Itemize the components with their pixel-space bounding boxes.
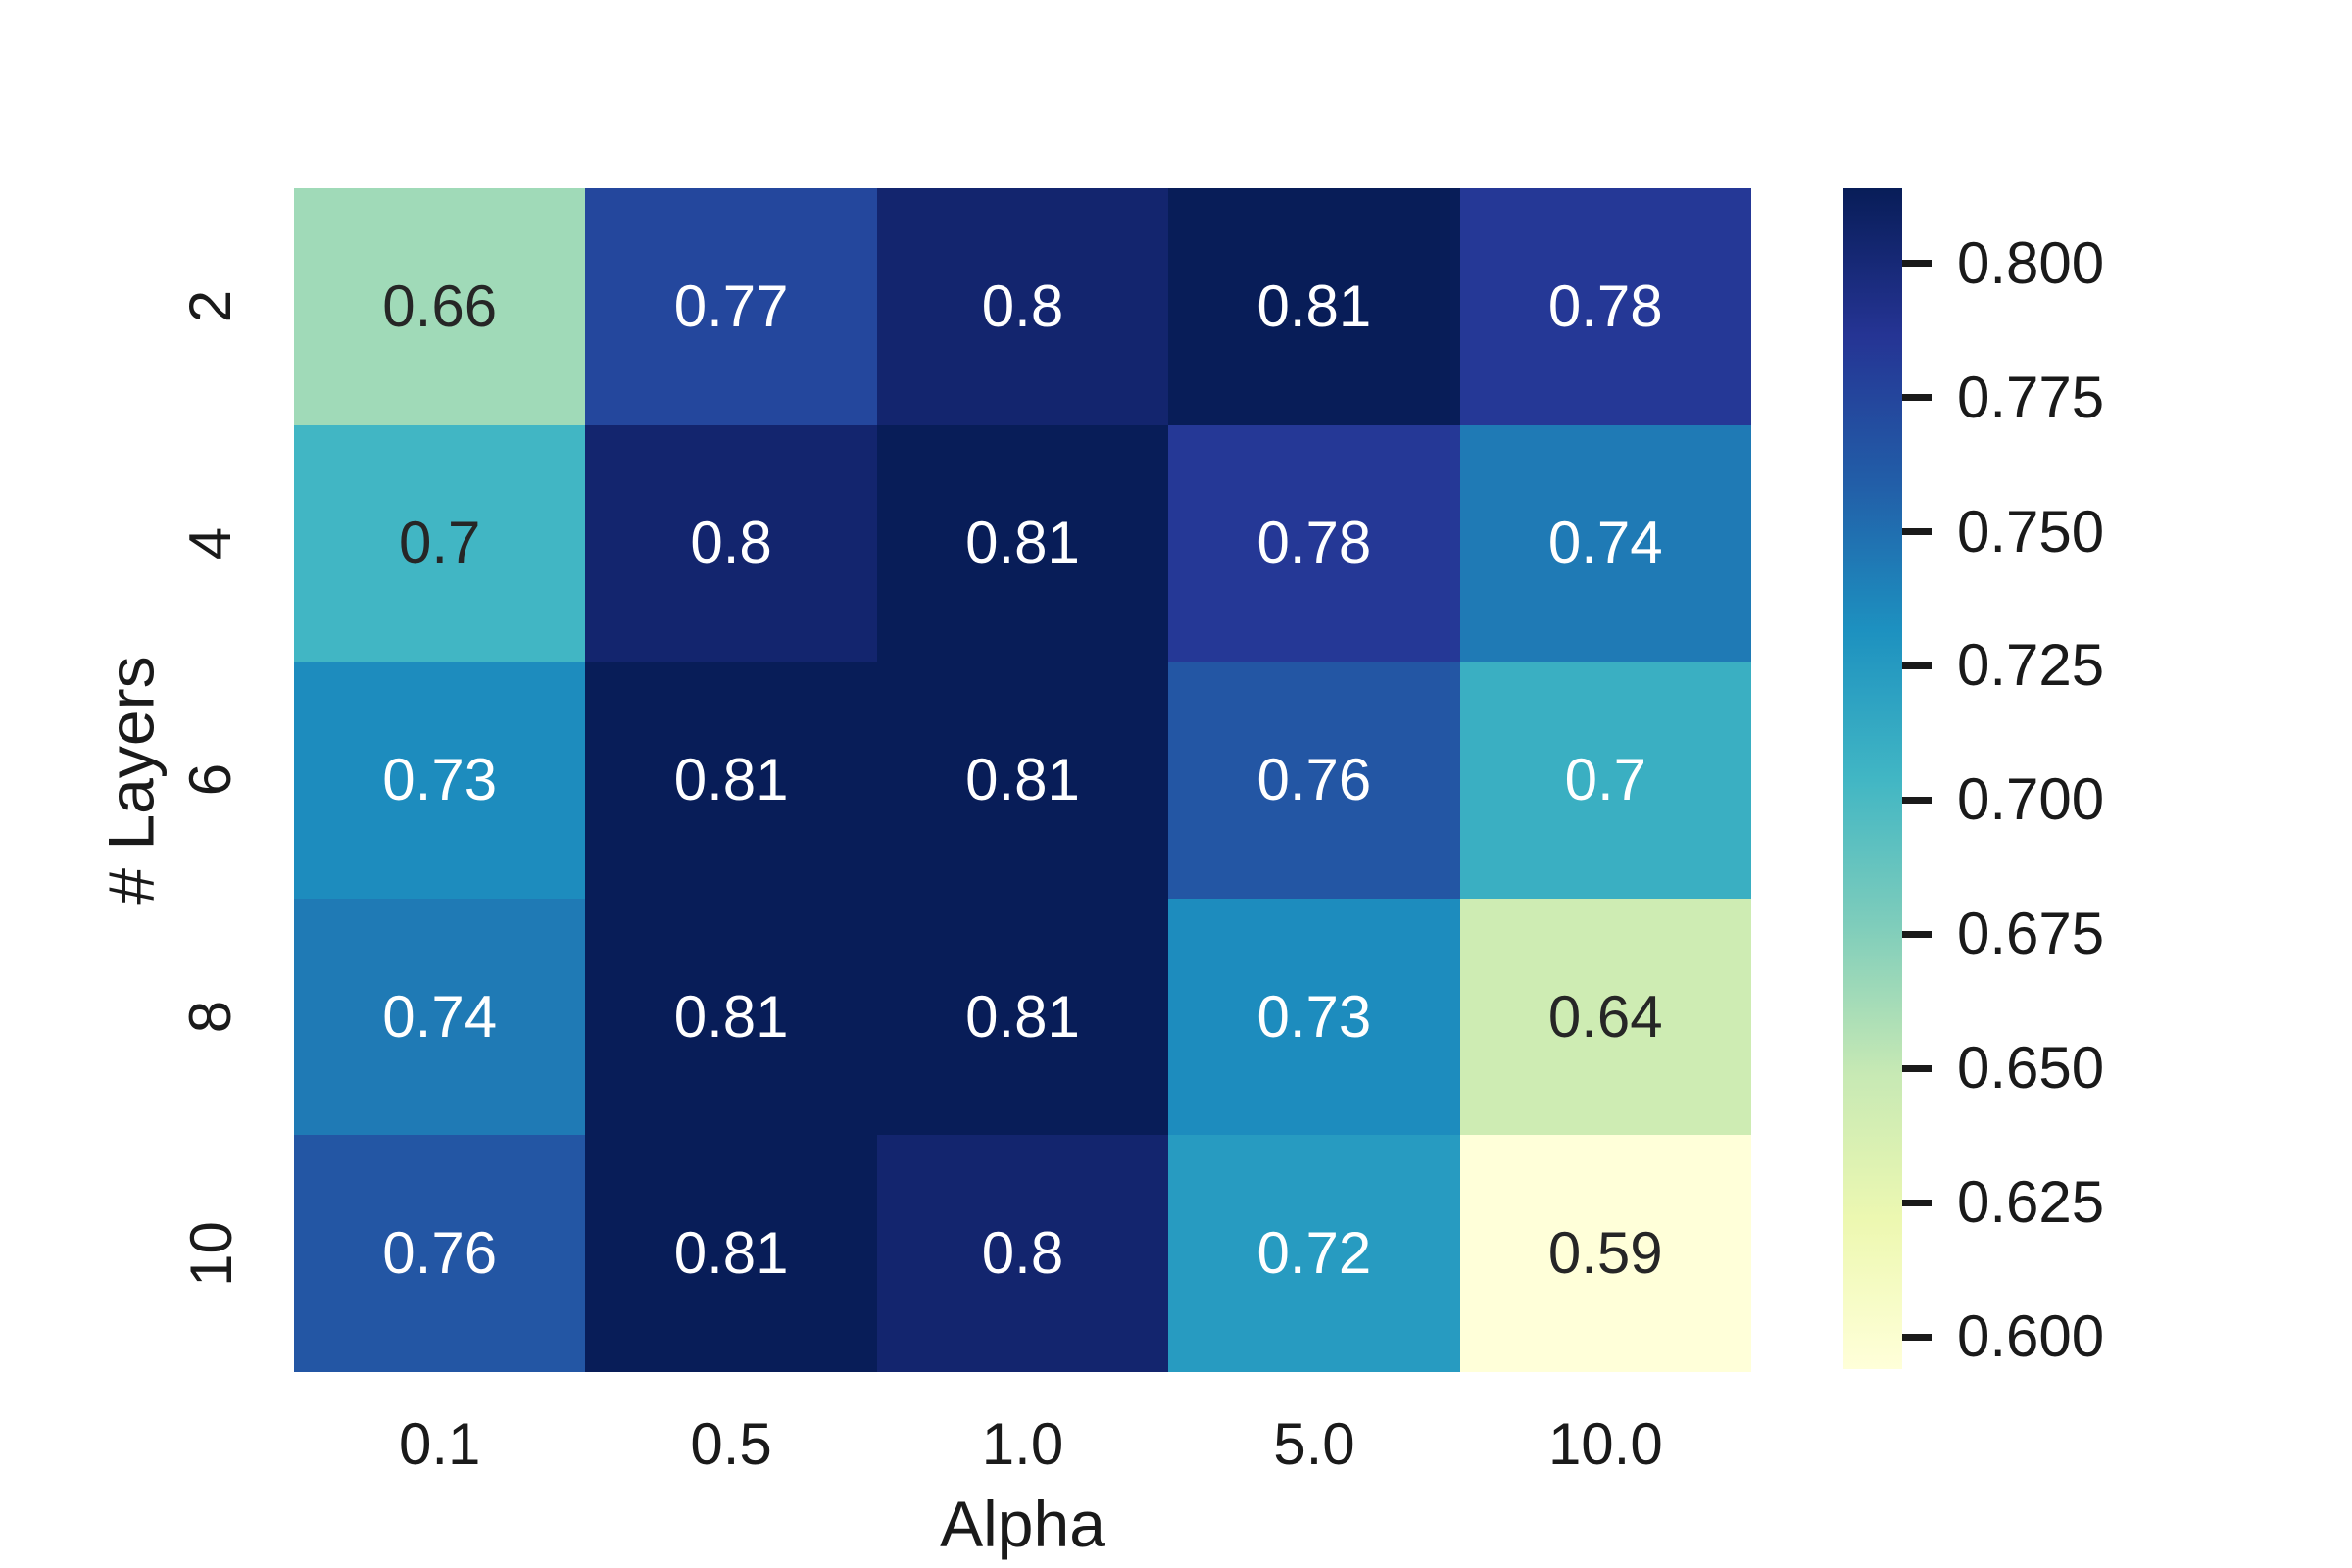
x-tick-label: 5.0	[1273, 1410, 1355, 1477]
x-tick-label: 0.1	[398, 1410, 481, 1477]
colorbar-tick: 0.600	[1902, 1307, 2104, 1366]
y-tick: 6	[147, 662, 274, 899]
colorbar-tickmark	[1902, 662, 1932, 669]
colorbar-tick-label: 0.775	[1957, 364, 2105, 430]
heatmap-cell: 0.8	[876, 1135, 1169, 1372]
colorbar-gradient	[1843, 188, 1902, 1369]
y-tick-label: 8	[177, 1000, 244, 1034]
colorbar-tick-label: 0.675	[1957, 901, 2105, 967]
colorbar-tickmark	[1902, 528, 1932, 536]
heatmap-cell: 0.81	[876, 424, 1169, 662]
colorbar: 0.800 0.775 0.750 0.725 0.700 0.675 0.65…	[1843, 188, 2104, 1369]
colorbar-tick-label: 0.625	[1957, 1169, 2105, 1236]
colorbar-tickmark	[1902, 394, 1932, 402]
heatmap-cell: 0.8	[585, 424, 877, 662]
heatmap-grid: 0.66 0.77 0.8 0.81 0.78 0.7 0.8 0.81 0.7…	[294, 188, 1751, 1372]
colorbar-tick: 0.750	[1902, 498, 2105, 564]
colorbar-tick-label: 0.750	[1957, 498, 2105, 564]
colorbar-tickmark	[1902, 930, 1932, 938]
heatmap-cell: 0.78	[1459, 188, 1751, 425]
heatmap-cell: 0.81	[876, 662, 1169, 899]
heatmap-cell: 0.76	[1168, 662, 1460, 899]
y-tick: 2	[147, 188, 274, 425]
colorbar-tickmark	[1902, 260, 1932, 268]
heatmap-cell: 0.81	[585, 1135, 877, 1372]
colorbar-tick-label: 0.600	[1957, 1303, 2105, 1370]
colorbar-tick-label: 0.700	[1957, 766, 2105, 833]
heatmap-cell: 0.66	[294, 188, 586, 425]
heatmap-cell: 0.76	[294, 1135, 586, 1372]
y-tick: 8	[147, 899, 274, 1136]
heatmap-cell: 0.73	[1168, 898, 1460, 1136]
heatmap-cell: 0.64	[1459, 898, 1751, 1136]
colorbar-tick-label: 0.650	[1957, 1035, 2105, 1102]
colorbar-tick: 0.650	[1902, 1039, 2104, 1098]
colorbar-tickmark	[1902, 1064, 1932, 1072]
x-tick-label: 10.0	[1547, 1410, 1663, 1477]
heatmap-cell: 0.72	[1168, 1135, 1460, 1372]
colorbar-tickmark	[1902, 796, 1932, 804]
heatmap-cell: 0.7	[294, 424, 586, 662]
colorbar-tick: 0.675	[1902, 905, 2104, 963]
colorbar-tick: 0.725	[1902, 636, 2104, 695]
x-tick-label: 1.0	[981, 1410, 1064, 1477]
heatmap-cell: 0.81	[585, 898, 877, 1136]
heatmap-cell: 0.8	[876, 188, 1169, 425]
heatmap-cell: 0.81	[876, 898, 1169, 1136]
x-tick-label: 0.5	[690, 1410, 772, 1477]
colorbar-tick: 0.700	[1902, 770, 2104, 829]
heatmap-cell: 0.74	[1459, 424, 1751, 662]
heatmap-cell: 0.78	[1168, 424, 1460, 662]
colorbar-tick: 0.800	[1902, 229, 2105, 296]
x-axis-label-container: Alpha	[294, 1488, 1751, 1560]
heatmap-cell: 0.7	[1459, 662, 1751, 899]
y-tick-label: 2	[177, 290, 244, 323]
colorbar-tickmark	[1902, 1333, 1932, 1341]
y-tick: 4	[147, 425, 274, 662]
colorbar-tickmark	[1902, 1199, 1932, 1206]
heatmap-cell: 0.81	[585, 662, 877, 899]
colorbar-tick: 0.625	[1902, 1173, 2104, 1232]
y-tick: 10	[147, 1135, 274, 1372]
heatmap-cell: 0.77	[585, 188, 877, 425]
heatmap-cell: 0.73	[294, 662, 586, 899]
y-tick-label: 6	[177, 763, 244, 797]
colorbar-tick-label: 0.800	[1957, 229, 2105, 296]
heatmap-cell: 0.74	[294, 898, 586, 1136]
x-axis-label: Alpha	[940, 1488, 1105, 1560]
colorbar-tick-label: 0.725	[1957, 632, 2105, 699]
y-axis-ticks: 2 4 6 8 10	[147, 188, 274, 1372]
x-axis-ticks: 0.1 0.5 1.0 5.0 10.0	[294, 1380, 1751, 1507]
y-tick-label: 4	[177, 526, 244, 561]
y-tick-label: 10	[177, 1220, 244, 1287]
heatmap-cell: 0.81	[1168, 188, 1460, 425]
heatmap-cell: 0.59	[1459, 1135, 1751, 1372]
colorbar-tick: 0.775	[1902, 368, 2104, 427]
